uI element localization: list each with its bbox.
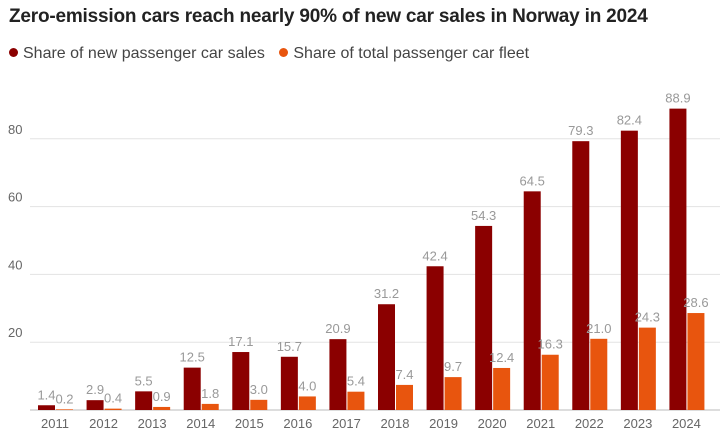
bar-new-sales-2015 (232, 352, 250, 410)
bar-new-sales-2022 (572, 141, 590, 410)
data-label-new-sales-2024: 88.9 (665, 91, 690, 106)
bar-new-sales-2013 (135, 391, 153, 410)
bar-fleet-2020 (493, 367, 511, 410)
bar-new-sales-2014 (183, 367, 201, 410)
legend-swatch-new-sales (9, 48, 18, 57)
y-tick-label-20: 20 (8, 325, 22, 340)
bar-new-sales-2023 (620, 130, 638, 410)
data-label-fleet-2017: 5.4 (347, 374, 365, 389)
data-label-fleet-2012: 0.4 (104, 391, 122, 406)
bar-new-sales-2012 (86, 400, 104, 410)
data-label-fleet-2014: 1.8 (201, 386, 219, 401)
data-label-fleet-2013: 0.9 (153, 389, 171, 404)
data-label-new-sales-2022: 79.3 (568, 123, 593, 138)
data-label-fleet-2020: 12.4 (489, 350, 514, 365)
data-label-new-sales-2019: 42.4 (422, 248, 447, 263)
x-tick-label-2018: 2018 (381, 416, 410, 431)
bar-fleet-2017 (347, 391, 365, 410)
legend-swatch-fleet (279, 48, 289, 57)
chart-title: Zero-emission cars reach nearly 90% of n… (9, 6, 648, 27)
bar-fleet-2022 (590, 338, 608, 410)
data-label-fleet-2016: 4.0 (298, 378, 316, 393)
data-label-fleet-2023: 24.3 (635, 310, 660, 325)
data-label-fleet-2011: 0.2 (55, 391, 73, 406)
bar-fleet-2021 (541, 354, 559, 410)
data-label-fleet-2015: 3.0 (250, 382, 268, 397)
legend-label-fleet: Share of total passenger car fleet (293, 45, 530, 62)
data-label-fleet-2024: 28.6 (683, 295, 708, 310)
x-tick-label-2024: 2024 (672, 416, 701, 431)
data-label-fleet-2018: 7.4 (395, 367, 413, 382)
y-tick-label-40: 40 (8, 257, 22, 272)
x-tick-label-2022: 2022 (575, 416, 604, 431)
y-tick-label-80: 80 (8, 122, 22, 137)
legend-item-new-sales: Share of new passenger car sales (9, 45, 265, 63)
bar-fleet-2019 (444, 377, 462, 410)
bar-new-sales-2018 (378, 304, 395, 410)
data-label-new-sales-2023: 82.4 (617, 113, 642, 128)
x-tick-label-2021: 2021 (526, 416, 555, 431)
bar-new-sales-2019 (426, 266, 444, 410)
x-tick-label-2016: 2016 (283, 416, 312, 431)
x-tick-label-2013: 2013 (138, 416, 167, 431)
data-label-new-sales-2016: 15.7 (277, 339, 302, 354)
x-tick-label-2012: 2012 (89, 416, 118, 431)
bar-fleet-2011 (56, 409, 73, 410)
y-tick-label-60: 60 (8, 190, 22, 205)
data-label-fleet-2022: 21.0 (586, 321, 611, 336)
x-tick-label-2023: 2023 (623, 416, 652, 431)
bar-new-sales-2020 (475, 225, 493, 410)
data-label-new-sales-2013: 5.5 (135, 373, 153, 388)
bar-new-sales-2011 (38, 405, 55, 410)
bar-fleet-2023 (638, 327, 656, 410)
x-tick-label-2014: 2014 (186, 416, 215, 431)
x-tick-label-2020: 2020 (478, 416, 507, 431)
x-tick-label-2015: 2015 (235, 416, 264, 431)
data-label-fleet-2019: 9.7 (444, 359, 462, 374)
legend-label-new-sales: Share of new passenger car sales (23, 45, 265, 62)
bar-fleet-2012 (104, 408, 122, 410)
data-label-new-sales-2014: 12.5 (180, 350, 205, 365)
data-label-new-sales-2012: 2.9 (86, 382, 104, 397)
data-label-new-sales-2011: 1.4 (37, 387, 55, 402)
bar-new-sales-2021 (523, 191, 541, 410)
x-tick-label-2011: 2011 (41, 416, 69, 431)
data-label-new-sales-2021: 64.5 (520, 173, 545, 188)
bar-fleet-2014 (201, 403, 219, 410)
legend: Share of new passenger car sales Share o… (9, 45, 539, 63)
bar-fleet-2015 (250, 399, 268, 410)
bar-fleet-2024 (687, 313, 705, 410)
legend-item-fleet: Share of total passenger car fleet (279, 45, 529, 63)
data-label-new-sales-2017: 20.9 (325, 321, 350, 336)
x-tick-label-2017: 2017 (332, 416, 361, 431)
data-label-new-sales-2015: 17.1 (228, 334, 253, 349)
bar-fleet-2013 (153, 406, 171, 410)
data-label-fleet-2021: 16.3 (538, 337, 563, 352)
bar-new-sales-2016 (280, 356, 298, 410)
bar-fleet-2018 (396, 384, 413, 410)
bar-new-sales-2017 (329, 339, 347, 410)
data-label-new-sales-2020: 54.3 (471, 208, 496, 223)
bar-fleet-2016 (298, 396, 316, 410)
data-label-new-sales-2018: 31.2 (374, 286, 399, 301)
bar-new-sales-2024 (669, 108, 687, 410)
x-tick-label-2019: 2019 (429, 416, 458, 431)
